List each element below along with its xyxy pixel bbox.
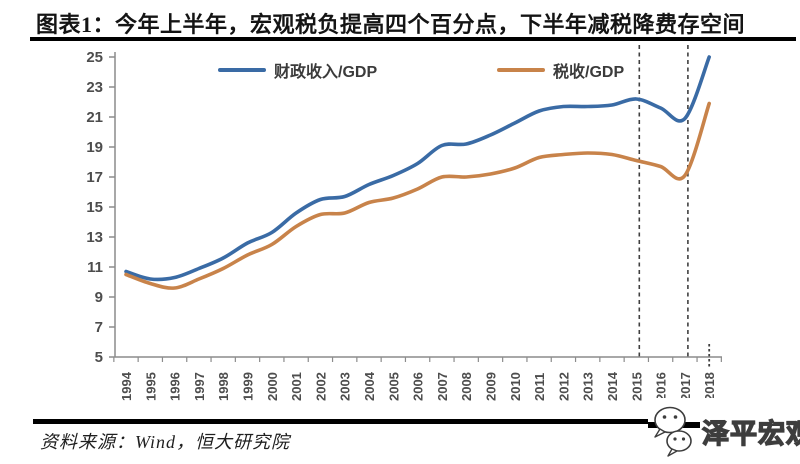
x-tick-label-2012: 2012 [556,372,571,401]
y-tick-label: 23 [86,79,103,96]
x-tick-label-2002: 2002 [313,372,328,401]
y-tick-label: 7 [95,319,103,336]
x-tick-label-2005: 2005 [386,372,401,401]
x-tick-label-1998: 1998 [216,372,231,401]
x-tick-label-2010: 2010 [508,372,523,401]
y-axis: 5 7 9 11 13 15 17 19 21 23 25 [86,49,116,366]
y-tick-label: 19 [86,139,103,156]
chart-title: 图表1：今年上半年，宏观税负提高四个百分点，下半年减税降费存空间 [36,12,746,37]
x-tick-label-2017: 2017 [678,372,693,401]
x-tick-label-2004: 2004 [362,371,377,401]
y-tick-label: 13 [86,229,103,246]
x-axis: 1994 1995 1996 1997 1998 1999 2000 2001 2002 2003… [113,356,722,401]
x-tick-label-2015: 2015 [629,372,644,401]
x-tick-label-1996: 1996 [168,372,183,401]
wechat-chat-bubbles-icon [648,406,700,457]
title-divider-line [30,37,796,41]
x-tick-label-1994: 1994 [119,371,134,401]
x-tick-label-2009: 2009 [484,372,499,401]
data-source-note: 资料来源：Wind，恒大研究院 [40,432,291,452]
x-tick-label-2003: 2003 [338,372,353,401]
x-tick-label-2013: 2013 [581,372,596,401]
x-tick-label-2016: 2016 [654,372,669,401]
x-tick-label-2006: 2006 [411,372,426,401]
y-tick-label: 21 [86,109,103,126]
x-tick-label-2000: 2000 [265,372,280,401]
y-tick-label: 15 [86,199,103,216]
tax-gdp-line [124,101,711,290]
x-tick-label-2014: 2014 [605,371,620,401]
y-tick-label: 11 [87,259,103,276]
fiscal-revenue-gdp-line [124,55,711,282]
y-tick-label: 25 [86,49,103,66]
footer-divider-line [33,419,795,424]
x-tick-label-1999: 1999 [241,372,256,401]
x-tick-label-2007: 2007 [435,372,450,401]
y-tick-label: 5 [95,349,103,366]
x-tick-label-1995: 1995 [143,372,158,401]
zeping-macro-watermark: 泽平宏观 [648,398,800,464]
x-tick-label-2001: 2001 [289,372,304,401]
dashed-annotation-lines [638,45,711,368]
x-tick-label-2011: 2011 [532,373,547,401]
x-tick-label-1997: 1997 [192,372,207,401]
y-tick-label: 17 [86,169,103,186]
watermark-label: 泽平宏观 [701,418,800,449]
x-tick-label-2008: 2008 [459,372,474,401]
y-tick-label: 9 [95,289,103,306]
x-tick-label-2018: 2018 [702,372,717,401]
